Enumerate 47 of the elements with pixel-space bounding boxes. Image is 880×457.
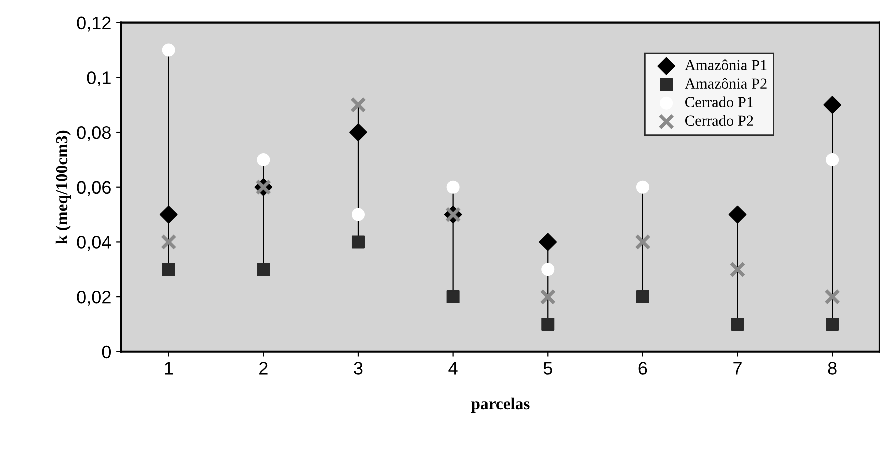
x-tick-label: 5 [544, 362, 552, 375]
y-tick-label: 0,02 [77, 290, 111, 306]
point [350, 97, 366, 114]
x-tick-label: 3 [354, 362, 363, 375]
point [539, 233, 558, 252]
point [257, 153, 270, 166]
point [257, 263, 270, 276]
point [162, 263, 176, 276]
point [730, 262, 746, 278]
point [446, 180, 460, 194]
point [350, 124, 368, 142]
point [446, 290, 460, 304]
x-tick-label: 6 [638, 362, 648, 375]
point [352, 236, 365, 249]
y-tick-label: 0,06 [77, 181, 111, 196]
point [542, 318, 555, 331]
point [826, 318, 840, 331]
y-tick-label: 0,12 [77, 16, 111, 32]
point [542, 263, 555, 276]
x-tick-label: 7 [734, 362, 742, 375]
y-tick-label: 0,08 [77, 126, 111, 142]
x-tick-label: 8 [828, 362, 837, 375]
point [824, 289, 841, 305]
y-tick-label: 0 [102, 346, 112, 359]
x-axis-title: parcelas [471, 398, 530, 413]
point [160, 234, 177, 250]
legend-label: Cerrado P2 [686, 115, 754, 126]
point [162, 44, 176, 57]
point [540, 289, 556, 305]
point [352, 208, 365, 222]
point [636, 290, 650, 304]
point [824, 96, 842, 114]
point [160, 206, 178, 224]
point [826, 153, 840, 166]
y-tick-label: 0,04 [77, 236, 112, 252]
legend-label: Cerrado P1 [686, 96, 754, 108]
point [728, 206, 747, 224]
y-tick-label: 0,1 [87, 72, 111, 87]
point [636, 180, 650, 194]
legend-label: Amazônia P2 [685, 78, 767, 90]
y-axis-title: k (meq/100cm3) [56, 130, 72, 244]
x-tick-label: 2 [260, 362, 268, 375]
point [635, 234, 651, 250]
x-tick-label: 1 [165, 362, 173, 375]
x-tick-label: 4 [448, 362, 458, 375]
point [731, 318, 744, 331]
legend-label: Amazônia P1 [685, 60, 767, 70]
